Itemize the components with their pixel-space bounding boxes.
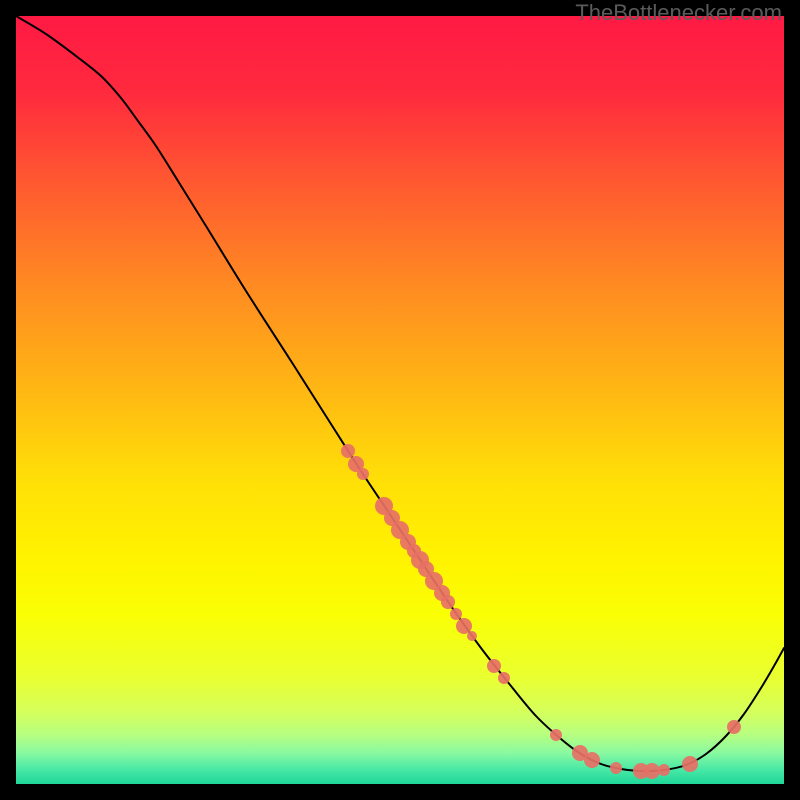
data-marker	[682, 756, 698, 772]
data-marker	[341, 444, 355, 458]
data-marker	[658, 764, 670, 776]
data-marker	[467, 631, 477, 641]
data-marker	[584, 752, 600, 768]
data-marker	[550, 729, 562, 741]
data-marker	[610, 762, 622, 774]
data-marker	[441, 595, 455, 609]
gradient-background	[16, 16, 784, 784]
plot-frame	[16, 16, 784, 784]
data-marker	[450, 608, 462, 620]
data-marker	[498, 672, 510, 684]
data-marker	[644, 763, 660, 779]
data-marker	[487, 659, 501, 673]
data-marker	[357, 468, 369, 480]
data-marker	[727, 720, 741, 734]
data-marker	[456, 618, 472, 634]
bottleneck-chart	[16, 16, 784, 784]
